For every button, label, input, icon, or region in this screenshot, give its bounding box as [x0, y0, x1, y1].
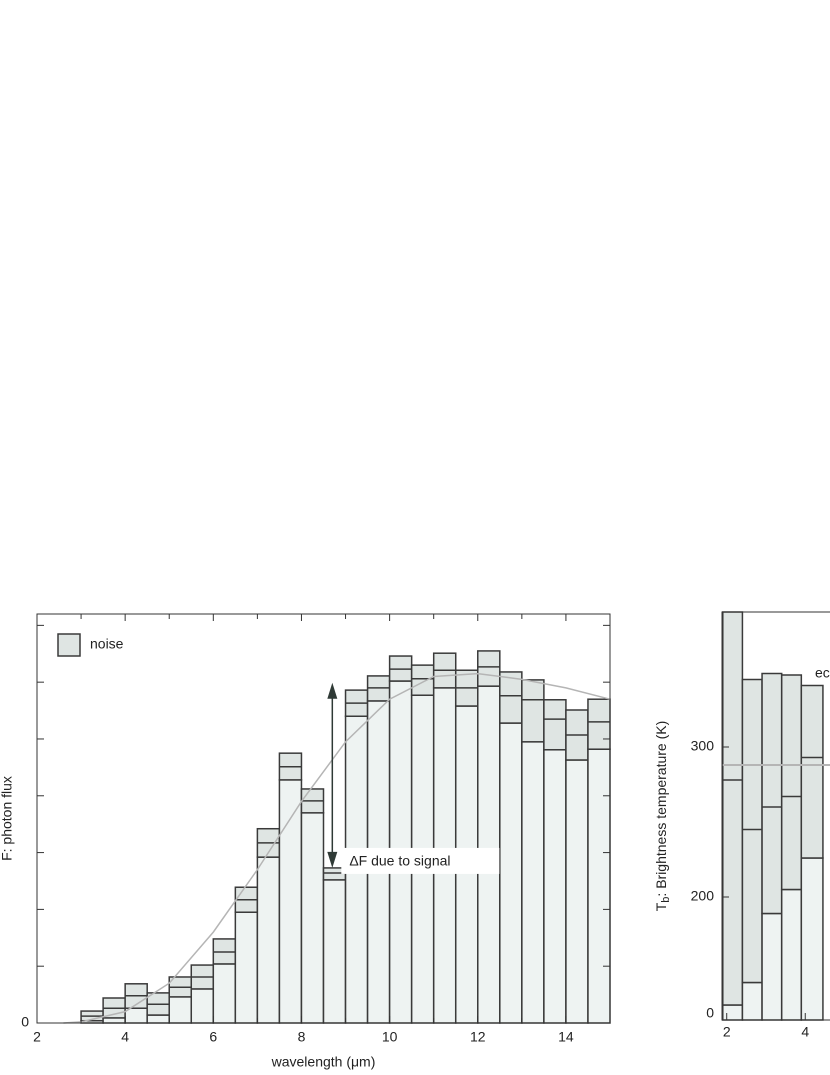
bar-base [722, 1004, 744, 1021]
bar-base [146, 1014, 170, 1024]
bar-base [587, 748, 611, 1024]
annotation-text: ΔF due to signal [349, 853, 450, 869]
bar-base [780, 888, 803, 1021]
plot-frame [36, 613, 611, 1024]
noise-band [521, 679, 545, 743]
annotation: ec [815, 665, 830, 681]
x-tick-label: 12 [470, 1029, 486, 1045]
x-tick-label: 2 [723, 1024, 731, 1040]
y-axis-label: Tb: Brightness temperature (K) [653, 721, 672, 912]
bar-base [741, 981, 763, 1021]
y-axis-label-main: T [653, 902, 669, 911]
x-axis-label: wavelength (μm) [271, 1054, 376, 1070]
y-axis-label-rest: : Brightness temperature (K) [653, 721, 669, 897]
y-tick-label: 200 [691, 888, 715, 904]
arrow-head [327, 851, 338, 868]
bar-base [761, 912, 783, 1021]
noise-band [800, 684, 824, 859]
noise-band [761, 672, 783, 915]
noise-band [587, 698, 611, 750]
y-axis-label: F: photon flux [0, 776, 15, 861]
bar-base [102, 1017, 126, 1024]
bar-base [300, 812, 325, 1024]
bar-base [322, 879, 347, 1024]
legend-label: noise [90, 636, 124, 652]
bar-base [124, 1007, 148, 1024]
bar-base [168, 996, 193, 1024]
legend-swatch [57, 633, 81, 657]
x-tick-label: 8 [298, 1029, 306, 1045]
bar-base [234, 911, 259, 1024]
y-tick-label: 300 [691, 738, 715, 754]
bar-base [278, 779, 303, 1024]
bar-base [521, 741, 545, 1024]
x-tick-label: 2 [33, 1029, 41, 1045]
x-tick-label: 14 [558, 1029, 574, 1045]
y-axis-label-sub: b [660, 897, 672, 903]
bar-base [565, 759, 589, 1024]
bar-base [256, 856, 281, 1024]
noise-band [741, 678, 763, 984]
x-tick-label: 10 [382, 1029, 398, 1045]
y-tick-label: 0 [706, 1005, 714, 1021]
y-tick-label: 0 [21, 1014, 29, 1030]
model-curve [63, 672, 611, 1024]
noise-band [722, 611, 744, 1006]
bar-base [212, 963, 237, 1024]
bar-base [499, 722, 523, 1024]
noise-band [780, 674, 803, 891]
x-tick-label: 4 [121, 1029, 129, 1045]
x-tick-label: 4 [801, 1024, 809, 1040]
annotation-box [341, 847, 500, 874]
noise-band [543, 699, 567, 751]
arrow-head [327, 682, 338, 699]
bar-base [190, 988, 215, 1024]
noise-band [410, 664, 435, 696]
bar-base [543, 749, 567, 1024]
plot-frame [721, 611, 830, 1021]
bar-base [800, 857, 824, 1021]
x-tick-label: 6 [209, 1029, 217, 1045]
noise-band [477, 650, 501, 687]
